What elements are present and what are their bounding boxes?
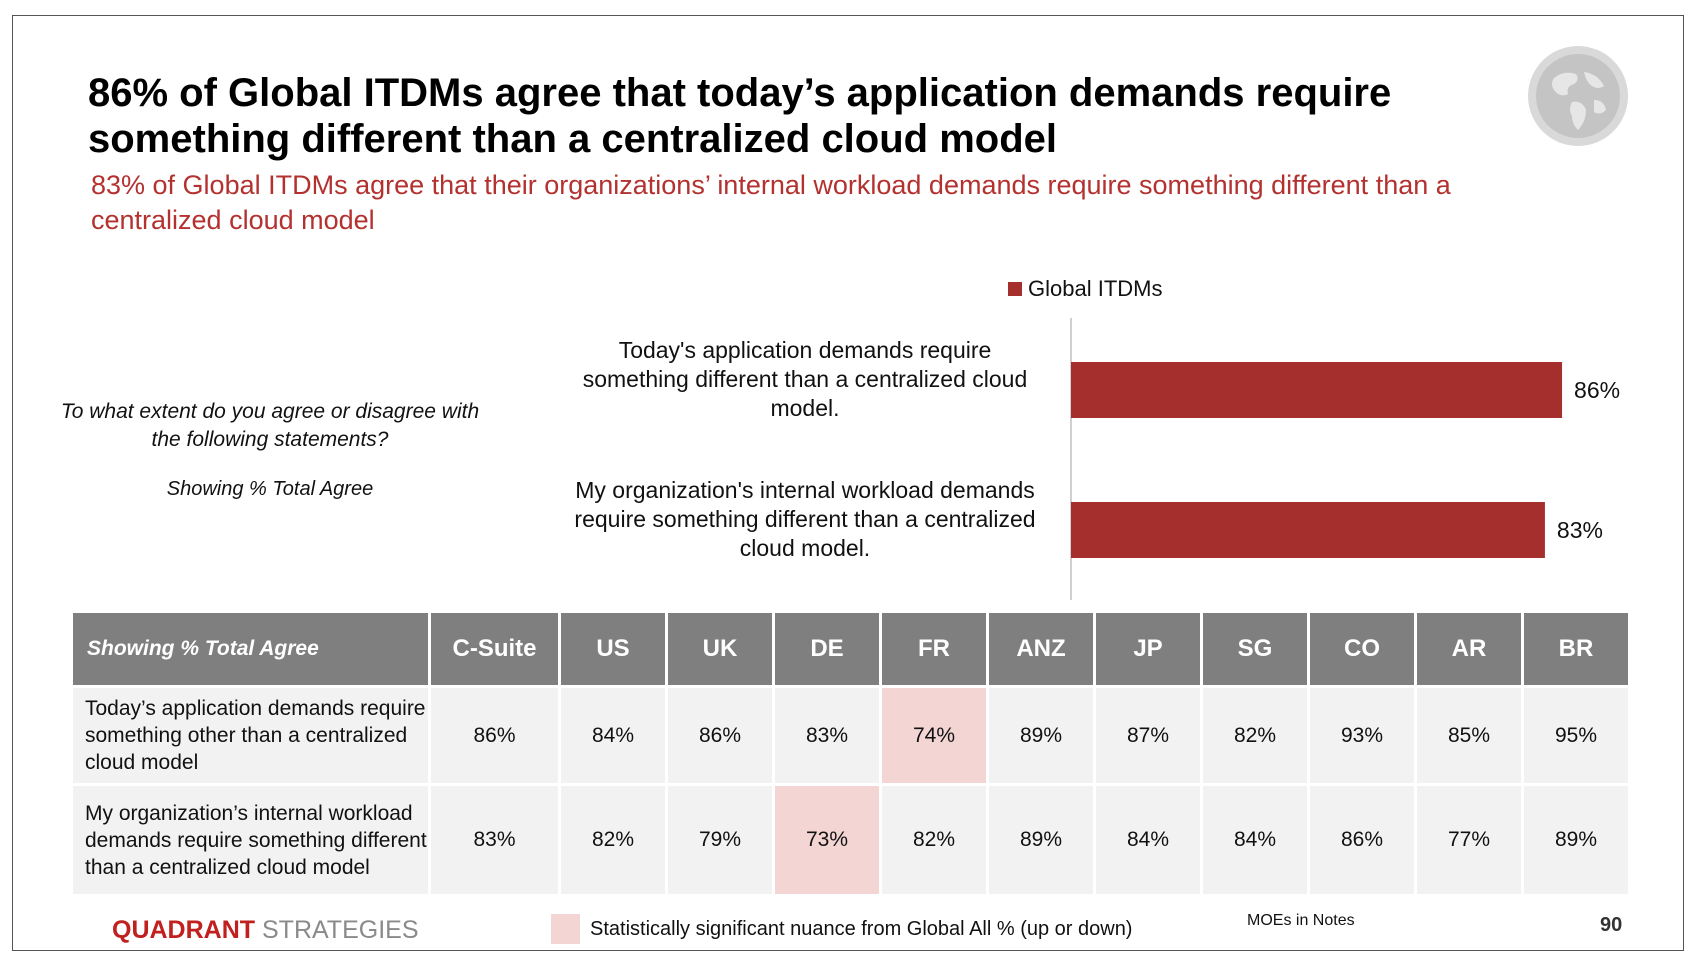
column-header: US — [561, 613, 665, 685]
column-header: ANZ — [989, 613, 1093, 685]
table-cell: 86% — [1310, 786, 1414, 894]
table-cell: 93% — [1310, 688, 1414, 783]
table-cell: 84% — [1096, 786, 1200, 894]
page-subtitle: 83% of Global ITDMs agree that their org… — [91, 170, 1451, 235]
significance-note: Statistically significant nuance from Gl… — [590, 918, 1133, 940]
table-cell: 77% — [1417, 786, 1521, 894]
column-header: CO — [1310, 613, 1414, 685]
table-cell: 82% — [882, 786, 986, 894]
significance-swatch — [551, 914, 580, 944]
table-cell: 73% — [775, 786, 879, 894]
column-header: BR — [1524, 613, 1628, 685]
table-header-row: Showing % Total Agree C-Suite US UK DE F… — [73, 613, 1628, 685]
table-cell: 86% — [668, 688, 772, 783]
column-header: FR — [882, 613, 986, 685]
table-cell: 89% — [989, 688, 1093, 783]
table-cell: 82% — [1203, 688, 1307, 783]
row-label: My organization’s internal workload dema… — [73, 786, 428, 894]
table-cell: 83% — [775, 688, 879, 783]
column-header: UK — [668, 613, 772, 685]
table-row: Today’s application demands require some… — [73, 688, 1628, 783]
brand-name-primary: QUADRANT — [112, 916, 256, 944]
page-number: 90 — [1600, 914, 1623, 936]
chart-legend: Global ITDMs — [1008, 276, 1162, 302]
brand-name-secondary: STRATEGIES — [255, 916, 419, 944]
table-cell: 84% — [561, 688, 665, 783]
table-cell: 83% — [431, 786, 558, 894]
table-cell: 95% — [1524, 688, 1628, 783]
survey-question: To what extent do you agree or disagree … — [60, 400, 480, 451]
column-header: SG — [1203, 613, 1307, 685]
table-cell: 84% — [1203, 786, 1307, 894]
page-title: 86% of Global ITDMs agree that today’s a… — [88, 71, 1392, 161]
row-label: Today’s application demands require some… — [73, 688, 428, 783]
globe-icon — [1528, 46, 1628, 146]
table-cell: 85% — [1417, 688, 1521, 783]
table-cell: 79% — [668, 786, 772, 894]
table-cell: 89% — [1524, 786, 1628, 894]
legend-label: Global ITDMs — [1028, 276, 1163, 301]
table-corner-header: Showing % Total Agree — [73, 613, 428, 685]
column-header: C-Suite — [431, 613, 558, 685]
table-row: My organization’s internal workload dema… — [73, 786, 1628, 894]
legend-swatch — [1008, 282, 1022, 296]
table-cell: 82% — [561, 786, 665, 894]
breakdown-table: Showing % Total Agree C-Suite US UK DE F… — [70, 610, 1631, 897]
showing-note: Showing % Total Agree — [166, 478, 374, 500]
table-cell: 74% — [882, 688, 986, 783]
table-cell: 87% — [1096, 688, 1200, 783]
column-header: AR — [1417, 613, 1521, 685]
moes-note: MOEs in Notes — [1247, 912, 1355, 929]
table-cell: 89% — [989, 786, 1093, 894]
brand-logo: QUADRANT STRATEGIES — [112, 916, 419, 945]
column-header: JP — [1096, 613, 1200, 685]
table-cell: 86% — [431, 688, 558, 783]
column-header: DE — [775, 613, 879, 685]
